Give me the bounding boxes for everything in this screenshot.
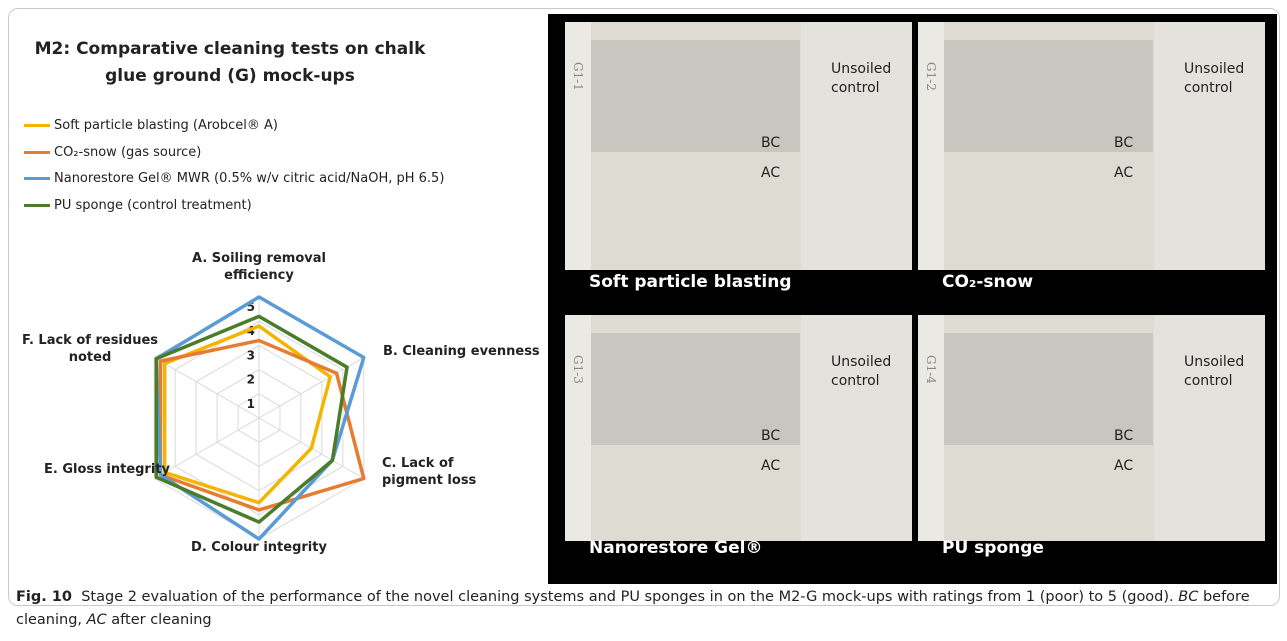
r-tick-label: 2: [247, 373, 255, 387]
legend-swatch: [24, 177, 50, 180]
chart-title: M2: Comparative cleaning tests on chalk …: [34, 39, 426, 86]
photo-label: PU sponge: [942, 538, 1044, 558]
control-label: Unsoiled control: [1184, 61, 1245, 96]
unsoiled-area: [801, 315, 912, 541]
sample-id: G1-1: [571, 62, 585, 91]
photo-panel: G1-1 Unsoiled control BC AC Soft particle bl…: [548, 14, 1277, 584]
category-label: D. Colour integrity: [191, 540, 327, 555]
sample-id: G1-4: [924, 355, 938, 384]
radar-chart: 1 2 3 4 5: [153, 295, 366, 541]
control-label: Unsoiled control: [1184, 354, 1245, 389]
control-label: Unsoiled control: [831, 354, 892, 389]
control-label: Unsoiled control: [831, 61, 892, 96]
caption-abbr: BC: [1178, 589, 1199, 605]
series-polygon: [158, 338, 366, 512]
r-tick-label: 5: [247, 300, 255, 314]
ac-label: AC: [761, 165, 781, 181]
legend-label: Nanorestore Gel® MWR (0.5% w/v citric ac…: [54, 171, 445, 186]
caption-abbr: AC: [86, 612, 107, 628]
unsoiled-area: [1154, 315, 1265, 541]
soiled-area: [591, 333, 800, 445]
spoke: [153, 417, 260, 479]
bc-label: BC: [1114, 428, 1134, 444]
soiled-area: [944, 40, 1153, 152]
clean-strip: [565, 315, 591, 541]
clean-strip: [565, 22, 591, 270]
ac-label: AC: [761, 458, 781, 474]
caption-text: Stage 2 evaluation of the performance of…: [81, 589, 1174, 605]
legend-entry: PU sponge (control treatment): [24, 198, 252, 213]
photo-label: CO₂-snow: [942, 272, 1034, 292]
bc-label: BC: [761, 135, 781, 151]
caption: Fig. 10 Stage 2 evaluation of the perfor…: [16, 586, 1271, 632]
category-label: F. Lack of residues noted: [21, 333, 159, 365]
legend-label: PU sponge (control treatment): [54, 197, 252, 213]
photo: G1-4 Unsoiled control BC AC: [918, 315, 1265, 541]
photo-label: Nanorestore Gel®: [589, 538, 763, 558]
legend-label: CO₂-snow (gas source): [54, 144, 202, 160]
caption-label: Fig. 10: [16, 589, 72, 605]
series-polygon: [162, 324, 333, 505]
caption-text: before cleaning,: [16, 589, 1250, 628]
unsoiled-area: [801, 22, 912, 270]
category-label: A. Soiling removal efficiency: [192, 251, 326, 283]
photo: G1-2 Unsoiled control BC AC: [918, 22, 1265, 270]
category-label: C. Lack of pigment loss: [382, 456, 477, 488]
ac-label: AC: [1114, 458, 1134, 474]
bc-label: BC: [1114, 135, 1134, 151]
sample-id: G1-3: [571, 355, 585, 384]
category-label: B. Cleaning evenness: [383, 344, 540, 359]
r-tick-label: 3: [247, 348, 255, 362]
soiled-area: [591, 40, 800, 152]
legend-entry: CO₂-snow (gas source): [24, 145, 201, 160]
ac-label: AC: [1114, 165, 1134, 181]
bc-label: BC: [761, 428, 781, 444]
clean-strip: [918, 315, 944, 541]
figure-frame: [8, 8, 1280, 606]
soiled-area: [944, 333, 1153, 445]
photo-label: Soft particle blasting: [589, 272, 792, 292]
legend-entry: Nanorestore Gel® MWR (0.5% w/v citric ac…: [24, 171, 444, 186]
spoke: [153, 357, 260, 419]
photo: G1-1 Unsoiled control BC AC: [565, 22, 912, 270]
series-polygon: [154, 314, 349, 524]
clean-strip: [918, 22, 944, 270]
legend-swatch: [24, 203, 50, 207]
unsoiled-area: [1154, 22, 1265, 270]
legend-label: Soft particle blasting (Arobcel® A): [54, 118, 278, 133]
r-tick-label: 1: [247, 397, 255, 411]
legend-entry: Soft particle blasting (Arobcel® A): [24, 118, 278, 133]
caption-text: after cleaning: [111, 612, 212, 628]
legend-swatch: [24, 124, 50, 127]
category-label: E. Gloss integrity: [43, 462, 170, 477]
sample-id: G1-2: [924, 62, 938, 91]
legend-swatch: [24, 150, 50, 154]
photo: G1-3 Unsoiled control BC AC: [565, 315, 912, 541]
r-tick-label: 4: [247, 324, 255, 338]
